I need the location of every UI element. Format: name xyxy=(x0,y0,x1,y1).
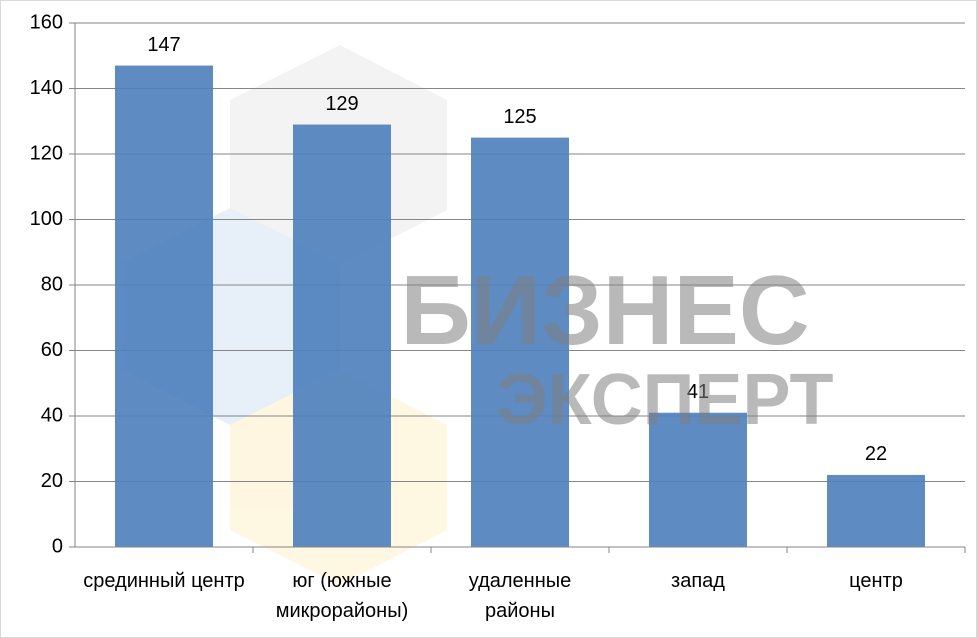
y-tick-label: 40 xyxy=(41,404,63,426)
y-tick-label: 0 xyxy=(52,535,63,557)
data-label: 147 xyxy=(147,34,180,56)
y-tick-label: 60 xyxy=(41,339,63,361)
data-label: 22 xyxy=(865,443,887,465)
y-tick-label: 140 xyxy=(30,77,63,99)
bar xyxy=(115,65,213,547)
bar xyxy=(471,137,569,547)
bar xyxy=(293,124,391,548)
y-tick-label: 20 xyxy=(41,470,63,492)
data-label: 125 xyxy=(503,106,536,128)
watermark: ЭКСПЕРТ xyxy=(496,360,833,440)
y-tick-label: 80 xyxy=(41,273,63,295)
x-tick-label: центр xyxy=(849,570,903,592)
y-tick-label: 160 xyxy=(30,11,63,33)
y-tick-label: 120 xyxy=(30,142,63,164)
watermark: БИЗНЕС xyxy=(400,255,809,365)
y-tick-label: 100 xyxy=(30,208,63,230)
bar xyxy=(649,412,747,547)
x-tick-label: срединный центр xyxy=(83,570,245,592)
data-label: 129 xyxy=(325,93,358,115)
x-tick-label: удаленные районы xyxy=(468,570,572,622)
x-tick-label: запад xyxy=(671,570,725,592)
bar xyxy=(827,474,925,547)
x-tick-label: юг (южные микрорайоны) xyxy=(275,570,409,622)
data-label: 41 xyxy=(687,381,709,403)
